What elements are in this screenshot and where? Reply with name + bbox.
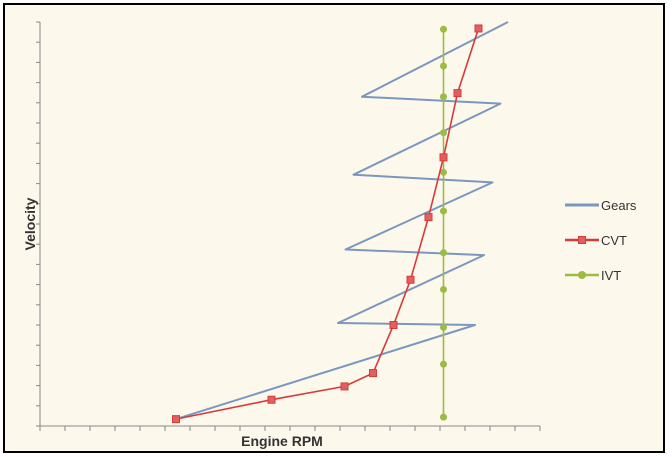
cvt-point xyxy=(389,321,398,329)
cvt-series xyxy=(172,24,483,424)
ivt-point xyxy=(440,129,447,137)
cvt-point xyxy=(267,395,276,404)
gears-line xyxy=(175,21,509,421)
ivt-point xyxy=(440,168,447,176)
legend-item-cvt: CVT xyxy=(565,233,627,248)
ivt-point xyxy=(440,360,447,368)
ivt-point xyxy=(440,93,447,101)
ivt-point xyxy=(440,62,447,70)
legend-label-ivt: IVT xyxy=(601,268,621,283)
cvt-point xyxy=(406,275,415,284)
legend-item-ivt: IVT xyxy=(565,268,621,283)
ivt-point xyxy=(440,413,447,421)
y-axis-title: Velocity xyxy=(22,197,38,250)
legend-label-cvt: CVT xyxy=(601,233,627,248)
cvt-point xyxy=(369,369,377,378)
cvt-line xyxy=(175,28,480,420)
ivt-series xyxy=(440,25,447,421)
ivt-point xyxy=(440,323,447,331)
cvt-point xyxy=(340,382,349,391)
cvt-point xyxy=(474,24,483,33)
cvt-point xyxy=(172,415,180,424)
chart-frame xyxy=(3,3,665,453)
cvt-point xyxy=(453,89,462,98)
legend-marker-cvt xyxy=(578,236,586,244)
cvt-point xyxy=(424,213,433,222)
plot-area xyxy=(172,21,509,424)
legend-label-gears: Gears xyxy=(601,198,637,213)
x-axis-title: Engine RPM xyxy=(241,433,323,449)
gears-series xyxy=(175,21,509,421)
legend-item-gears: Gears xyxy=(565,198,637,213)
ivt-point xyxy=(440,25,447,33)
ivt-point xyxy=(440,207,447,215)
axes xyxy=(36,21,541,431)
ivt-point xyxy=(440,249,447,257)
legend-marker-ivt xyxy=(578,271,586,279)
cvt-point xyxy=(439,153,448,162)
ivt-point xyxy=(440,285,447,293)
legend: Gears CVT IVT xyxy=(565,198,637,283)
